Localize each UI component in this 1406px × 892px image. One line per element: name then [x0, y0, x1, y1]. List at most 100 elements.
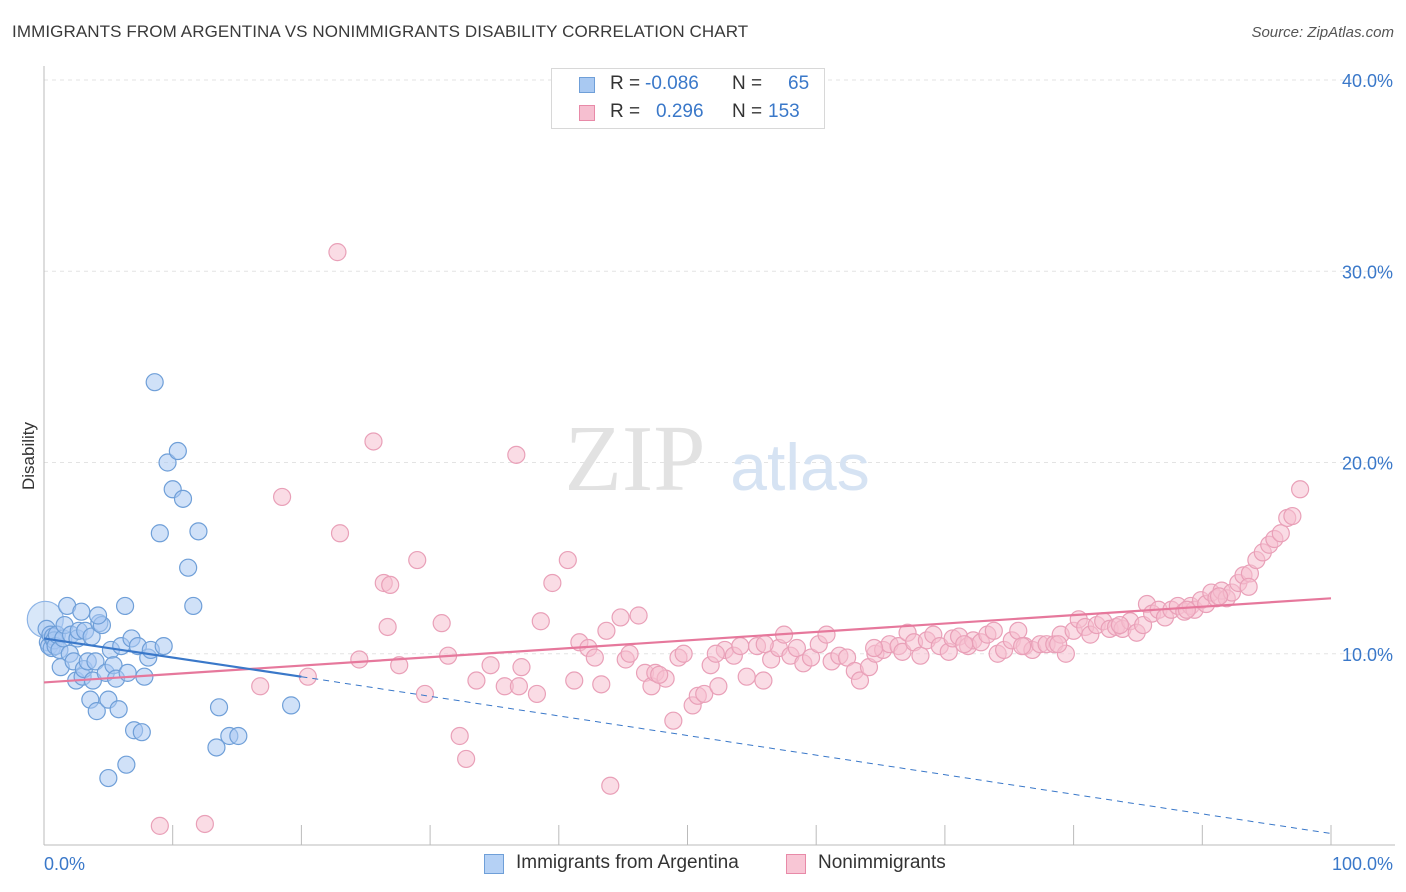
- n-label: N =: [732, 101, 763, 122]
- nonimmigrant-point: [1013, 636, 1032, 656]
- nonimmigrant-point: [837, 648, 857, 667]
- stats-legend: R = -0.086 N = 65 R = 0.296 N = 153: [551, 68, 825, 129]
- tick-labels: 10.0% 20.0% 30.0% 40.0% 0.0% 100.0%: [44, 71, 1393, 874]
- nonimmigrant-point: [706, 644, 725, 663]
- nonimmigrant-point: [1049, 635, 1068, 654]
- nonimmigrant-point: [251, 677, 270, 696]
- n-label: N =: [732, 73, 763, 94]
- stats-row-nonimmigrants: R = 0.296 N = 153: [552, 101, 824, 127]
- axes: [43, 66, 1395, 846]
- nonimmigrant-point: [695, 684, 714, 704]
- argentina-point: [154, 636, 173, 656]
- nonimmigrant-point: [601, 776, 620, 795]
- nonimmigrant-point: [364, 432, 383, 451]
- nonimmigrant-point: [620, 644, 639, 663]
- argentina-point: [168, 441, 187, 461]
- nonimmigrant-point: [512, 658, 531, 677]
- nonimmigrant-point: [955, 635, 974, 654]
- nonimmigrant-point: [850, 671, 870, 690]
- r-value: 0.296: [656, 101, 704, 122]
- nonimmigrant-point: [195, 814, 214, 834]
- argentina-trend-extension: [301, 676, 1332, 835]
- nonimmigrant-point: [543, 573, 562, 593]
- nonimmigrant-point: [509, 677, 529, 696]
- argentina-point: [209, 698, 229, 717]
- nonimmigrant-point: [350, 650, 369, 669]
- y-tick-label: 20.0%: [1342, 454, 1393, 474]
- argentina-point: [207, 738, 226, 757]
- chart-source: Source: ZipAtlas.com: [1251, 24, 1394, 41]
- legend-label: Nonimmigrants: [818, 852, 946, 873]
- nonimmigrant-point: [592, 675, 611, 694]
- argentina-point: [229, 726, 248, 746]
- nonimmigrant-point: [390, 656, 409, 675]
- trend-lines: [43, 597, 1332, 835]
- argentina-point: [145, 373, 164, 392]
- argentina-point: [282, 696, 301, 715]
- nonimmigrant-point: [911, 646, 930, 665]
- nonimmigrant-point: [709, 677, 728, 696]
- nonimmigrant-point: [674, 644, 693, 663]
- nonimmigrant-point: [507, 445, 526, 464]
- nonimmigrant-point: [467, 671, 486, 690]
- nonimmigrant-point: [737, 667, 756, 686]
- bottom-legend: Immigrants from Argentina Nonimmigrants: [0, 852, 1406, 878]
- nonimmigrant-point: [755, 635, 774, 654]
- argentina-point: [99, 768, 118, 788]
- nonimmigrant-point: [272, 487, 292, 507]
- nonimmigrant-point: [415, 684, 435, 704]
- nonimmigrant-point: [1283, 506, 1302, 526]
- nonimmigrant-point: [801, 648, 821, 667]
- argentina-point: [132, 723, 151, 742]
- argentina-trend-line: [43, 637, 302, 678]
- x-tick-label: 100.0%: [1332, 854, 1393, 874]
- argentina-point: [179, 558, 198, 577]
- nonimmigrant-point: [328, 243, 347, 262]
- nonimmigrant-point: [817, 625, 836, 644]
- nonimmigrant-point: [558, 550, 577, 570]
- nonimmigrant-point: [1271, 524, 1290, 543]
- r-value: -0.086: [645, 73, 699, 94]
- nonimmigrant-point: [527, 684, 547, 704]
- nonimmigrant-point: [984, 621, 1003, 640]
- y-tick-label: 30.0%: [1342, 262, 1393, 282]
- nonimmigrant-point: [629, 606, 648, 625]
- argentina-point: [86, 652, 105, 671]
- n-value: 65: [788, 73, 810, 94]
- nonimmigrant-point: [481, 656, 500, 675]
- argentina-point: [88, 606, 108, 625]
- r-label: R =: [610, 73, 641, 94]
- nonimmigrant-point: [150, 816, 169, 835]
- argentina-point: [72, 602, 91, 621]
- nonimmigrant-point: [378, 617, 397, 637]
- argentina-point: [173, 489, 193, 508]
- nonimmigrant-point: [408, 550, 427, 570]
- argentina-legend-swatch: [484, 854, 504, 874]
- nonimmigrant-point: [531, 612, 550, 631]
- argentina-point: [184, 596, 203, 616]
- nonimmigrant-point: [664, 711, 683, 730]
- nonimmigrants-legend-swatch: [786, 854, 806, 874]
- nonimmigrant-point: [1177, 600, 1196, 619]
- nonimmigrant-point: [450, 726, 469, 746]
- argentina-point: [118, 663, 137, 682]
- nonimmigrant-point: [1291, 480, 1310, 499]
- nonimmigrant-point: [787, 638, 806, 658]
- watermark-atlas: atlas: [730, 430, 869, 504]
- grid-lines: [44, 79, 1395, 655]
- nonimmigrants-trend-line: [43, 597, 1332, 684]
- watermark-zip: ZIP: [565, 407, 706, 511]
- nonimmigrant-point: [865, 638, 884, 658]
- argentina-swatch: [579, 77, 595, 93]
- nonimmigrant-point: [1239, 577, 1258, 596]
- argentina-point: [109, 700, 128, 719]
- argentina-point: [189, 522, 208, 541]
- stats-row-argentina: R = -0.086 N = 65: [552, 73, 824, 99]
- legend-label: Immigrants from Argentina: [516, 852, 739, 873]
- nonimmigrant-point: [650, 665, 669, 684]
- nonimmigrant-point: [611, 608, 630, 627]
- nonimmigrant-point: [1110, 615, 1130, 635]
- nonimmigrant-point: [381, 575, 400, 595]
- y-tick-label: 10.0%: [1342, 645, 1393, 665]
